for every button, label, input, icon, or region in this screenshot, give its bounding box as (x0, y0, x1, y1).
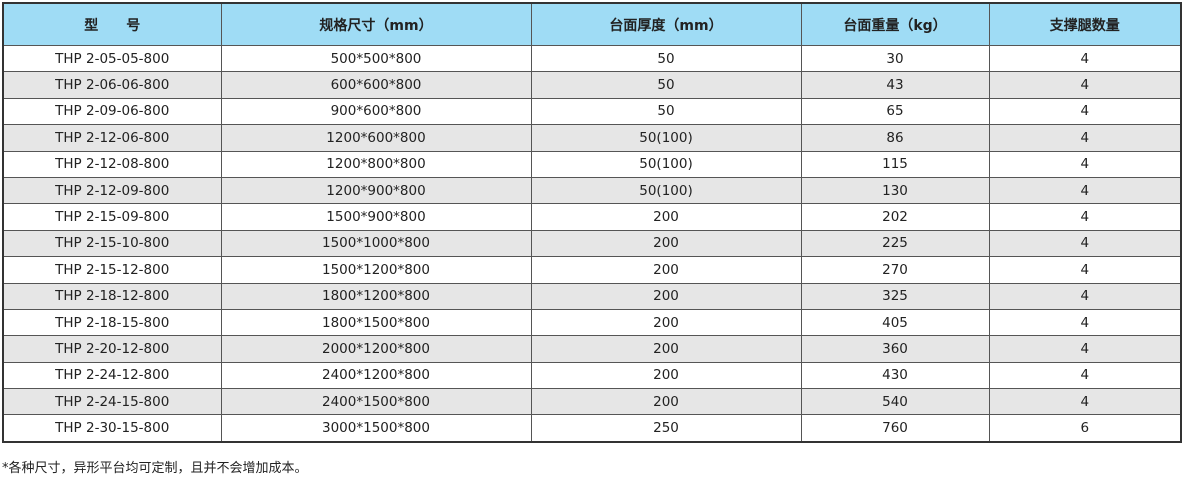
table-cell: 4 (988, 282, 1182, 310)
table-row: THP 2-06-06-800 600*600*800 50 43 4 (2, 71, 1182, 99)
table-cell: 1200*800*800 (220, 150, 532, 178)
table-row: THP 2-12-09-800 1200*900*800 50(100) 130 4 (2, 176, 1182, 205)
table-row: THP 2-24-12-800 2400*1200*800 200 430 4 (2, 361, 1182, 390)
table-cell: THP 2-24-12-800 (2, 361, 222, 390)
table-cell: THP 2-24-15-800 (2, 388, 222, 416)
table-cell: THP 2-18-12-800 (2, 282, 222, 310)
table-cell: 1500*1200*800 (220, 256, 532, 284)
table-row: THP 2-24-15-800 2400*1500*800 200 540 4 (2, 388, 1182, 416)
table-cell: 405 (800, 308, 990, 337)
table-cell: 4 (988, 71, 1182, 99)
table-row: THP 2-20-12-800 2000*1200*800 200 360 4 (2, 335, 1182, 363)
table-row: THP 2-15-12-800 1500*1200*800 200 270 4 (2, 256, 1182, 284)
table-cell: 4 (988, 176, 1182, 205)
table-cell: 4 (988, 335, 1182, 363)
table-cell: 325 (800, 282, 990, 310)
table-cell: 43 (800, 71, 990, 99)
table-cell: 2000*1200*800 (220, 335, 532, 363)
spec-table: 型 号规格尺寸（mm） 台面厚度（mm） 台面重量（kg） 支撑腿数量 THP 2-0… (2, 2, 1182, 443)
table-cell: 430 (800, 361, 990, 390)
table-row: THP 2-05-05-800 500*500*800 50 30 4 (2, 44, 1182, 73)
table-row: THP 2-15-09-800 1500*900*800 200 202 4 (2, 203, 1182, 231)
column-header: 台面重量（kg） (800, 2, 990, 46)
table-cell: 200 (530, 388, 802, 416)
table-cell: 130 (800, 176, 990, 205)
table-cell: THP 2-12-08-800 (2, 150, 222, 178)
table-cell: 30 (800, 44, 990, 73)
table-cell: 250 (530, 414, 802, 443)
table-cell: 200 (530, 335, 802, 363)
table-cell: 1500*1000*800 (220, 229, 532, 258)
table-cell: 200 (530, 361, 802, 390)
table-cell: 4 (988, 388, 1182, 416)
table-cell: THP 2-05-05-800 (2, 44, 222, 73)
table-cell: 1800*1500*800 (220, 308, 532, 337)
table-cell: 760 (800, 414, 990, 443)
table-cell: 50(100) (530, 124, 802, 152)
table-cell: 200 (530, 229, 802, 258)
footnote: *各种尺寸，异形平台均可定制，且并不会增加成本。 (2, 461, 308, 476)
table-cell: 6 (988, 414, 1182, 443)
table-cell: THP 2-06-06-800 (2, 71, 222, 99)
table-row: THP 2-12-06-800 1200*600*800 50(100) 86 4 (2, 124, 1182, 152)
table-cell: 4 (988, 308, 1182, 337)
table-cell: THP 2-12-06-800 (2, 124, 222, 152)
table-cell: 65 (800, 97, 990, 126)
table-cell: 2400*1500*800 (220, 388, 532, 416)
table-cell: 4 (988, 44, 1182, 73)
table-cell: 202 (800, 203, 990, 231)
table-row: THP 2-15-10-800 1500*1000*800 200 225 4 (2, 229, 1182, 258)
table-cell: 1200*600*800 (220, 124, 532, 152)
table-row: THP 2-18-12-800 1800*1200*800 200 325 4 (2, 282, 1182, 310)
column-header: 型 号 (2, 2, 222, 46)
table-cell: 900*600*800 (220, 97, 532, 126)
table-cell: 4 (988, 203, 1182, 231)
table-cell: 50(100) (530, 150, 802, 178)
table-cell: THP 2-20-12-800 (2, 335, 222, 363)
table-row: THP 2-12-08-800 1200*800*800 50(100) 115 4 (2, 150, 1182, 178)
table-cell: 3000*1500*800 (220, 414, 532, 443)
column-header: 规格尺寸（mm） (220, 2, 532, 46)
table-cell: THP 2-18-15-800 (2, 308, 222, 337)
header-row: 型 号规格尺寸（mm） 台面厚度（mm） 台面重量（kg） 支撑腿数量 (2, 2, 1182, 46)
table-cell: 600*600*800 (220, 71, 532, 99)
table-cell: 200 (530, 308, 802, 337)
table-cell: 4 (988, 229, 1182, 258)
table-cell: 1800*1200*800 (220, 282, 532, 310)
table-row: THP 2-18-15-800 1800*1500*800 200 405 4 (2, 308, 1182, 337)
table-cell: 50(100) (530, 176, 802, 205)
table-cell: THP 2-15-09-800 (2, 203, 222, 231)
table-cell: 4 (988, 150, 1182, 178)
column-header: 支撑腿数量 (988, 2, 1182, 46)
table-row: THP 2-30-15-800 3000*1500*800 250 760 6 (2, 414, 1182, 443)
table-cell: 4 (988, 124, 1182, 152)
table-cell: 540 (800, 388, 990, 416)
table-cell: 50 (530, 44, 802, 73)
table-cell: 50 (530, 71, 802, 99)
table-cell: THP 2-15-12-800 (2, 256, 222, 284)
table-cell: THP 2-30-15-800 (2, 414, 222, 443)
column-header: 台面厚度（mm） (530, 2, 802, 46)
table-cell: 1200*900*800 (220, 176, 532, 205)
table-cell: 4 (988, 97, 1182, 126)
table-cell: 1500*900*800 (220, 203, 532, 231)
table-cell: 200 (530, 282, 802, 310)
table-cell: THP 2-15-10-800 (2, 229, 222, 258)
table-cell: 360 (800, 335, 990, 363)
table-cell: THP 2-12-09-800 (2, 176, 222, 205)
table-cell: THP 2-09-06-800 (2, 97, 222, 126)
table-cell: 4 (988, 361, 1182, 390)
table-row: THP 2-09-06-800 900*600*800 50 65 4 (2, 97, 1182, 126)
table-cell: 200 (530, 203, 802, 231)
table-cell: 4 (988, 256, 1182, 284)
table-cell: 270 (800, 256, 990, 284)
table-cell: 50 (530, 97, 802, 126)
table-cell: 200 (530, 256, 802, 284)
table-cell: 86 (800, 124, 990, 152)
table-cell: 225 (800, 229, 990, 258)
table-cell: 115 (800, 150, 990, 178)
table-cell: 2400*1200*800 (220, 361, 532, 390)
table-cell: 500*500*800 (220, 44, 532, 73)
